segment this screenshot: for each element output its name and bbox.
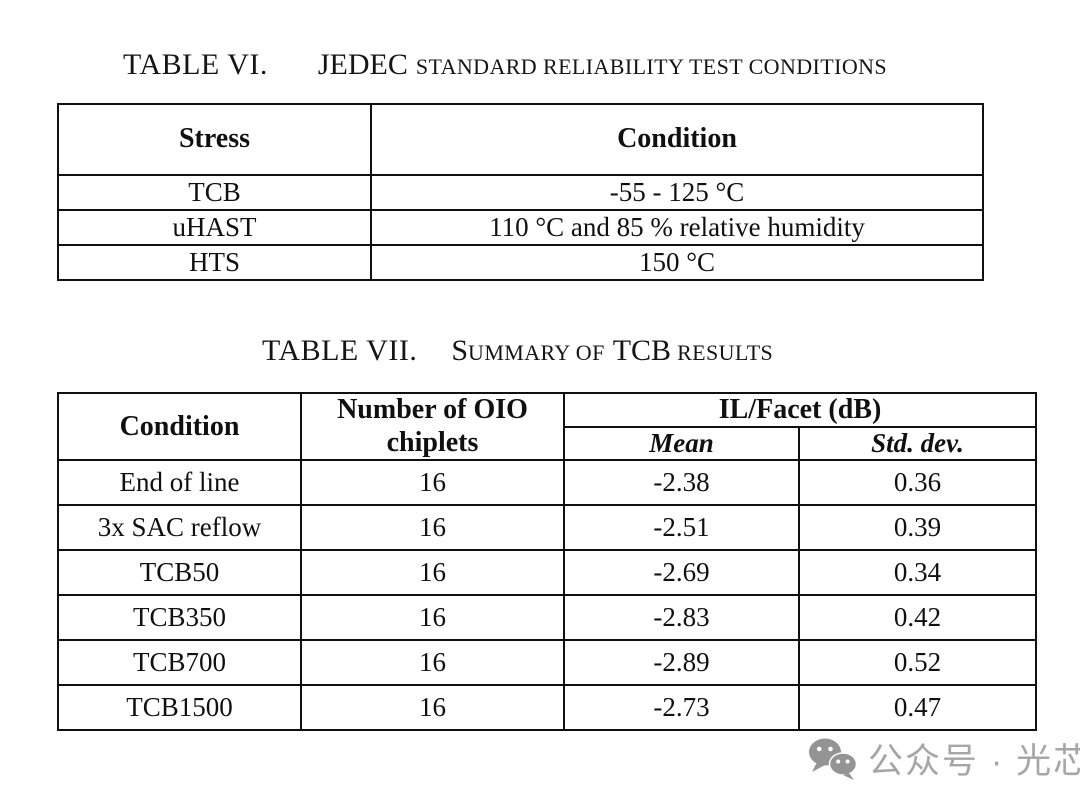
cell-std-dev: 0.36 xyxy=(798,459,1037,507)
header-cell-condition: Condition xyxy=(370,103,984,176)
table-row: End of line 16 -2.38 0.36 xyxy=(57,459,1037,507)
table-vi-label: TABLE VI. xyxy=(123,48,268,81)
cell-mean: -2.51 xyxy=(563,504,800,552)
header-cell-std-dev: Std. dev. xyxy=(798,426,1037,462)
cell-std-dev: 0.34 xyxy=(798,549,1037,597)
table-row: HTS 150 °C xyxy=(57,244,984,281)
header-cell-mean: Mean xyxy=(563,426,800,462)
cell-condition: TCB700 xyxy=(57,639,302,687)
cell-condition: 150 °C xyxy=(370,244,984,281)
jedec-conditions-table: Stress Condition TCB -55 - 125 °C uHAST … xyxy=(57,103,984,281)
table-row: TCB50 16 -2.69 0.34 xyxy=(57,549,1037,597)
header-cell-stress: Stress xyxy=(57,103,372,176)
table-row: TCB1500 16 -2.73 0.47 xyxy=(57,684,1037,732)
cell-mean: -2.89 xyxy=(563,639,800,687)
table-vii-caption: TABLE VII. SUMMARY OF TCB RESULTS xyxy=(262,334,773,368)
cell-chiplets: 16 xyxy=(300,459,565,507)
cell-condition: 3x SAC reflow xyxy=(57,504,302,552)
watermark: 公众号 · 光芯 xyxy=(808,733,1080,784)
cell-chiplets: 16 xyxy=(300,684,565,732)
table-row: TCB -55 - 125 °C xyxy=(57,174,984,211)
table-vi-caption: TABLE VI. JEDEC STANDARD RELIABILITY TEST … xyxy=(123,48,887,82)
cell-stress: TCB xyxy=(57,174,372,211)
table-vi-title-small: STANDARD RELIABILITY TEST CONDITIONS xyxy=(415,54,888,79)
cell-stress: HTS xyxy=(57,244,372,281)
header-cell-condition: Condition xyxy=(57,391,302,462)
tcb-results-table: Condition Number of OIO chiplets IL/Face… xyxy=(57,391,1037,732)
watermark-text: 公众号 · 光芯 xyxy=(868,742,1080,781)
cell-std-dev: 0.52 xyxy=(798,639,1037,687)
table-vii-title-small1: UMMARY OF xyxy=(468,340,605,365)
table-subheader-row: Mean Std. dev. xyxy=(58,426,1037,462)
table-vii-title-small2: RESULTS xyxy=(677,340,774,365)
table-vii-title-large1: S xyxy=(451,334,469,367)
cell-std-dev: 0.47 xyxy=(798,684,1037,732)
header-cell-il-facet: IL/Facet (dB) xyxy=(563,391,1037,429)
cell-chiplets: 16 xyxy=(300,639,565,687)
cell-condition: 110 °C and 85 % relative humidity xyxy=(370,209,984,246)
table-row: uHAST 110 °C and 85 % relative humidity xyxy=(57,209,984,246)
header-cell-chiplets: Number of OIO chiplets xyxy=(300,391,565,462)
cell-chiplets: 16 xyxy=(300,594,565,642)
table-row: 3x SAC reflow 16 -2.51 0.39 xyxy=(57,504,1037,552)
table-vii-title-large2: TCB xyxy=(612,334,672,367)
cell-condition: TCB350 xyxy=(57,594,302,642)
cell-condition: TCB1500 xyxy=(57,684,302,732)
table-row: TCB700 16 -2.89 0.52 xyxy=(57,639,1037,687)
table-vi-title-large: JEDEC xyxy=(317,48,408,81)
cell-mean: -2.73 xyxy=(563,684,800,732)
cell-chiplets: 16 xyxy=(300,504,565,552)
table-vii-label: TABLE VII. xyxy=(262,334,418,367)
cell-mean: -2.69 xyxy=(563,549,800,597)
cell-condition: TCB50 xyxy=(57,549,302,597)
cell-std-dev: 0.39 xyxy=(798,504,1037,552)
table-row: TCB350 16 -2.83 0.42 xyxy=(57,594,1037,642)
cell-std-dev: 0.42 xyxy=(798,594,1037,642)
cell-mean: -2.38 xyxy=(563,459,800,507)
table-row: Stress Condition xyxy=(57,103,984,176)
cell-stress: uHAST xyxy=(57,209,372,246)
cell-mean: -2.83 xyxy=(563,594,800,642)
cell-condition: -55 - 125 °C xyxy=(370,174,984,211)
table-header-row: Condition Number of OIO chiplets IL/Face… xyxy=(57,391,1037,462)
cell-chiplets: 16 xyxy=(300,549,565,597)
cell-condition: End of line xyxy=(57,459,302,507)
wechat-icon xyxy=(808,737,858,781)
